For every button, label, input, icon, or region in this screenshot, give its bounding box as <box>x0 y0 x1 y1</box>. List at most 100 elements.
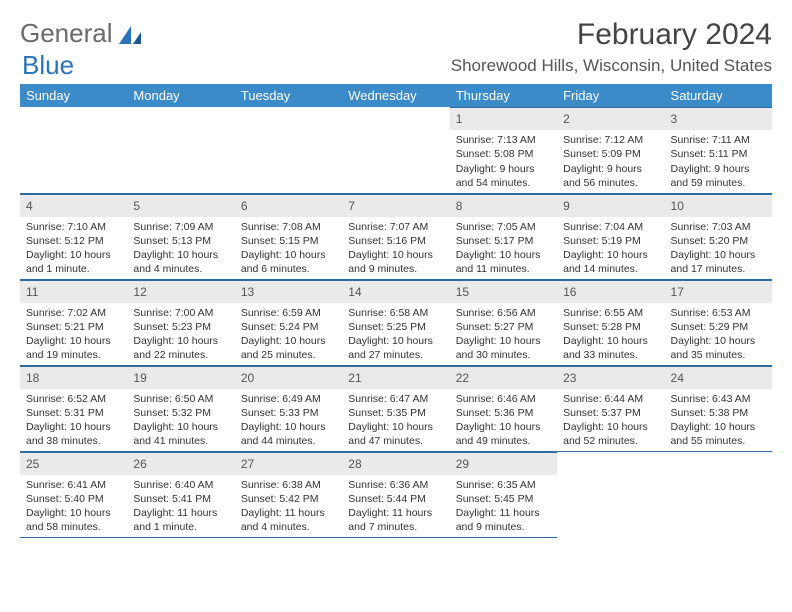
day-number: 26 <box>127 452 234 475</box>
calendar-cell: 25Sunrise: 6:41 AMSunset: 5:40 PMDayligh… <box>20 451 127 537</box>
day-details: Sunrise: 7:07 AMSunset: 5:16 PMDaylight:… <box>342 217 449 279</box>
calendar-cell: 28Sunrise: 6:36 AMSunset: 5:44 PMDayligh… <box>342 451 449 537</box>
calendar-table: Sunday Monday Tuesday Wednesday Thursday… <box>20 84 772 538</box>
day-details: Sunrise: 7:05 AMSunset: 5:17 PMDaylight:… <box>450 217 557 279</box>
day-details: Sunrise: 7:10 AMSunset: 5:12 PMDaylight:… <box>20 217 127 279</box>
day-details: Sunrise: 7:13 AMSunset: 5:08 PMDaylight:… <box>450 130 557 192</box>
calendar-cell: 7Sunrise: 7:07 AMSunset: 5:16 PMDaylight… <box>342 193 449 279</box>
day-details: Sunrise: 6:36 AMSunset: 5:44 PMDaylight:… <box>342 475 449 537</box>
day-details: Sunrise: 7:02 AMSunset: 5:21 PMDaylight:… <box>20 303 127 365</box>
calendar-cell <box>127 107 234 193</box>
day-details: Sunrise: 6:59 AMSunset: 5:24 PMDaylight:… <box>235 303 342 365</box>
brand-word1: General <box>20 18 113 49</box>
calendar-cell: 27Sunrise: 6:38 AMSunset: 5:42 PMDayligh… <box>235 451 342 537</box>
calendar-cell: 10Sunrise: 7:03 AMSunset: 5:20 PMDayligh… <box>665 193 772 279</box>
day-number: 8 <box>450 194 557 217</box>
day-details: Sunrise: 6:38 AMSunset: 5:42 PMDaylight:… <box>235 475 342 537</box>
day-details: Sunrise: 6:55 AMSunset: 5:28 PMDaylight:… <box>557 303 664 365</box>
calendar-cell: 6Sunrise: 7:08 AMSunset: 5:15 PMDaylight… <box>235 193 342 279</box>
calendar-cell: 3Sunrise: 7:11 AMSunset: 5:11 PMDaylight… <box>665 107 772 193</box>
day-details: Sunrise: 6:46 AMSunset: 5:36 PMDaylight:… <box>450 389 557 451</box>
day-number: 9 <box>557 194 664 217</box>
calendar-cell: 1Sunrise: 7:13 AMSunset: 5:08 PMDaylight… <box>450 107 557 193</box>
calendar-cell: 19Sunrise: 6:50 AMSunset: 5:32 PMDayligh… <box>127 365 234 451</box>
calendar-body: 1Sunrise: 7:13 AMSunset: 5:08 PMDaylight… <box>20 107 772 537</box>
day-details: Sunrise: 7:11 AMSunset: 5:11 PMDaylight:… <box>665 130 772 192</box>
day-number: 6 <box>235 194 342 217</box>
day-number: 14 <box>342 280 449 303</box>
calendar-cell <box>235 107 342 193</box>
day-number: 10 <box>665 194 772 217</box>
calendar-cell <box>665 451 772 537</box>
day-number: 17 <box>665 280 772 303</box>
calendar-cell: 11Sunrise: 7:02 AMSunset: 5:21 PMDayligh… <box>20 279 127 365</box>
day-number: 16 <box>557 280 664 303</box>
day-details: Sunrise: 6:35 AMSunset: 5:45 PMDaylight:… <box>450 475 557 537</box>
calendar-cell: 18Sunrise: 6:52 AMSunset: 5:31 PMDayligh… <box>20 365 127 451</box>
day-details: Sunrise: 7:09 AMSunset: 5:13 PMDaylight:… <box>127 217 234 279</box>
day-details: Sunrise: 6:43 AMSunset: 5:38 PMDaylight:… <box>665 389 772 451</box>
day-number: 27 <box>235 452 342 475</box>
day-details: Sunrise: 7:03 AMSunset: 5:20 PMDaylight:… <box>665 217 772 279</box>
day-number: 29 <box>450 452 557 475</box>
weekday-header: Tuesday <box>235 84 342 107</box>
calendar-cell: 17Sunrise: 6:53 AMSunset: 5:29 PMDayligh… <box>665 279 772 365</box>
weekday-header: Sunday <box>20 84 127 107</box>
calendar-cell: 5Sunrise: 7:09 AMSunset: 5:13 PMDaylight… <box>127 193 234 279</box>
calendar-cell: 23Sunrise: 6:44 AMSunset: 5:37 PMDayligh… <box>557 365 664 451</box>
brand-logo: General <box>20 18 145 49</box>
weekday-header: Saturday <box>665 84 772 107</box>
day-number: 15 <box>450 280 557 303</box>
day-number: 12 <box>127 280 234 303</box>
brand-word2: Blue <box>22 50 74 81</box>
calendar-row: 18Sunrise: 6:52 AMSunset: 5:31 PMDayligh… <box>20 365 772 451</box>
day-number: 20 <box>235 366 342 389</box>
day-number: 11 <box>20 280 127 303</box>
day-number: 24 <box>665 366 772 389</box>
calendar-row: 25Sunrise: 6:41 AMSunset: 5:40 PMDayligh… <box>20 451 772 537</box>
sail-icon <box>117 24 143 46</box>
day-details: Sunrise: 7:04 AMSunset: 5:19 PMDaylight:… <box>557 217 664 279</box>
day-number: 23 <box>557 366 664 389</box>
day-details: Sunrise: 6:41 AMSunset: 5:40 PMDaylight:… <box>20 475 127 537</box>
weekday-header-row: Sunday Monday Tuesday Wednesday Thursday… <box>20 84 772 107</box>
month-title: February 2024 <box>451 18 772 52</box>
calendar-cell: 29Sunrise: 6:35 AMSunset: 5:45 PMDayligh… <box>450 451 557 537</box>
day-number: 13 <box>235 280 342 303</box>
day-details: Sunrise: 6:50 AMSunset: 5:32 PMDaylight:… <box>127 389 234 451</box>
calendar-cell: 13Sunrise: 6:59 AMSunset: 5:24 PMDayligh… <box>235 279 342 365</box>
day-number: 25 <box>20 452 127 475</box>
calendar-cell: 16Sunrise: 6:55 AMSunset: 5:28 PMDayligh… <box>557 279 664 365</box>
weekday-header: Wednesday <box>342 84 449 107</box>
calendar-cell: 4Sunrise: 7:10 AMSunset: 5:12 PMDaylight… <box>20 193 127 279</box>
calendar-cell <box>342 107 449 193</box>
title-block: February 2024 Shorewood Hills, Wisconsin… <box>451 18 772 76</box>
calendar-cell: 2Sunrise: 7:12 AMSunset: 5:09 PMDaylight… <box>557 107 664 193</box>
weekday-header: Monday <box>127 84 234 107</box>
day-number: 3 <box>665 107 772 130</box>
calendar-cell: 9Sunrise: 7:04 AMSunset: 5:19 PMDaylight… <box>557 193 664 279</box>
day-details: Sunrise: 6:44 AMSunset: 5:37 PMDaylight:… <box>557 389 664 451</box>
calendar-cell: 14Sunrise: 6:58 AMSunset: 5:25 PMDayligh… <box>342 279 449 365</box>
calendar-cell: 8Sunrise: 7:05 AMSunset: 5:17 PMDaylight… <box>450 193 557 279</box>
day-details: Sunrise: 7:12 AMSunset: 5:09 PMDaylight:… <box>557 130 664 192</box>
day-details: Sunrise: 7:00 AMSunset: 5:23 PMDaylight:… <box>127 303 234 365</box>
calendar-cell: 20Sunrise: 6:49 AMSunset: 5:33 PMDayligh… <box>235 365 342 451</box>
calendar-cell: 24Sunrise: 6:43 AMSunset: 5:38 PMDayligh… <box>665 365 772 451</box>
calendar-cell <box>20 107 127 193</box>
day-number: 1 <box>450 107 557 130</box>
day-number: 5 <box>127 194 234 217</box>
calendar-cell: 21Sunrise: 6:47 AMSunset: 5:35 PMDayligh… <box>342 365 449 451</box>
weekday-header: Friday <box>557 84 664 107</box>
day-number: 22 <box>450 366 557 389</box>
day-number: 19 <box>127 366 234 389</box>
calendar-cell: 15Sunrise: 6:56 AMSunset: 5:27 PMDayligh… <box>450 279 557 365</box>
calendar-cell: 26Sunrise: 6:40 AMSunset: 5:41 PMDayligh… <box>127 451 234 537</box>
day-details: Sunrise: 6:49 AMSunset: 5:33 PMDaylight:… <box>235 389 342 451</box>
day-details: Sunrise: 6:40 AMSunset: 5:41 PMDaylight:… <box>127 475 234 537</box>
day-number: 7 <box>342 194 449 217</box>
calendar-cell: 22Sunrise: 6:46 AMSunset: 5:36 PMDayligh… <box>450 365 557 451</box>
calendar-row: 1Sunrise: 7:13 AMSunset: 5:08 PMDaylight… <box>20 107 772 193</box>
day-details: Sunrise: 6:58 AMSunset: 5:25 PMDaylight:… <box>342 303 449 365</box>
day-number: 4 <box>20 194 127 217</box>
